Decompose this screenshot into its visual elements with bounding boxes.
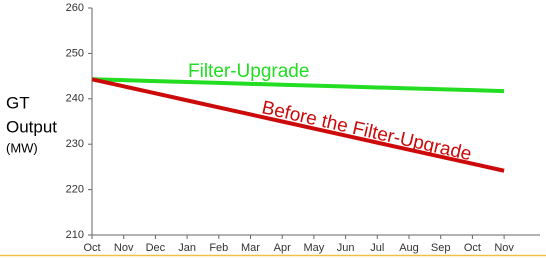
y-tick-label: 220 xyxy=(66,184,84,196)
series-line xyxy=(91,77,505,173)
x-tick-label: Dec xyxy=(146,242,166,254)
x-tick-label: Jun xyxy=(337,242,355,254)
x-tick-label: Oct xyxy=(464,242,481,254)
x-tick-label: Feb xyxy=(209,242,228,254)
series-line xyxy=(91,77,505,94)
y-axis-unit: (MW) xyxy=(6,140,38,155)
x-tick-label: Apr xyxy=(274,242,291,254)
x-tick-label: Jan xyxy=(178,242,196,254)
x-tick-label: Sep xyxy=(431,242,451,254)
x-tick-label: Jul xyxy=(370,242,384,254)
y-tick-label: 260 xyxy=(66,2,84,14)
y-tick-label: 230 xyxy=(66,138,84,150)
x-tick-label: Nov xyxy=(114,242,134,254)
x-tick-label: Aug xyxy=(399,242,419,254)
x-tick-label: Mar xyxy=(241,242,260,254)
y-tick-label: 250 xyxy=(66,47,84,59)
series-label: Filter-Upgrade xyxy=(188,61,309,82)
y-tick-label: 210 xyxy=(66,229,84,241)
y-axis-label: GT xyxy=(6,93,30,112)
series-label: Before the Filter-Upgrade xyxy=(260,97,474,165)
y-axis-label: Output xyxy=(6,117,57,136)
x-tick-label: Nov xyxy=(494,242,514,254)
y-tick-label: 240 xyxy=(66,93,84,105)
x-tick-label: May xyxy=(304,242,325,254)
x-tick-label: Oct xyxy=(83,242,100,254)
